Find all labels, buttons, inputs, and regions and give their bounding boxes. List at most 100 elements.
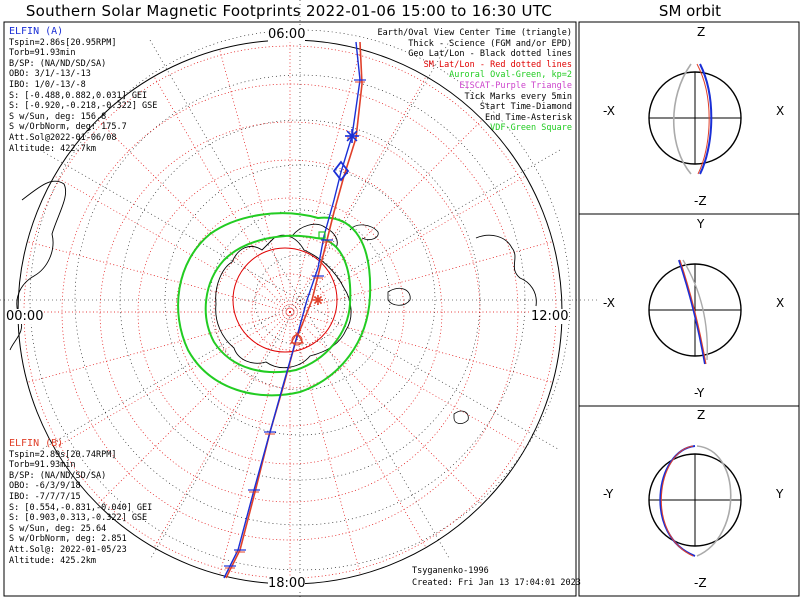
sm-lon-line xyxy=(289,311,361,575)
orbit-path-gray xyxy=(672,63,692,175)
geo-lon-line xyxy=(40,149,560,451)
elfin-a-line: Torb=91.93min xyxy=(9,48,76,59)
orbit3-label-top: Z xyxy=(697,408,706,422)
geo-lat-circle xyxy=(209,209,391,391)
orbit1-label-left: -X xyxy=(603,104,615,118)
earth-circle xyxy=(648,71,742,165)
elfin-b-line: Att.Sol@: 2022-01-05/23 xyxy=(9,544,127,555)
elfin-b-info: ELFIN (B) Tspin=2.89s[20.74RPM] Torb=91.… xyxy=(9,438,153,566)
antarctica-outline xyxy=(215,234,352,369)
asterisk-stroke xyxy=(346,130,358,142)
elfin-b-line: S w/OrbNorm, deg: 2.851 xyxy=(9,534,127,545)
legend-item: Tick Marks every 5min xyxy=(464,91,572,102)
orbit1-label-right: X xyxy=(776,104,785,118)
elfin-a-line: IBO: 1/0/-13/-8 xyxy=(9,79,86,90)
orbit2-label-bottom: -Y xyxy=(694,386,705,400)
author-credit: Tsyganenko-1996 xyxy=(412,566,489,576)
elfin-a-line: S w/Sun, deg: 156.8 xyxy=(9,111,107,122)
orbit3-label-right: Y xyxy=(776,487,784,501)
legend-item: SM Lat/Lon - Red dotted lines xyxy=(423,59,572,70)
orbit-frame-yz xyxy=(578,405,800,597)
elfin-b-line: Tspin=2.89s[20.74RPM] xyxy=(9,449,117,460)
elfin-a-info: ELFIN (A) Tspin=2.86s[20.95RPM] Torb=91.… xyxy=(9,26,158,154)
island-outline xyxy=(387,287,411,306)
sm-lon-line xyxy=(27,311,291,383)
sm-lon-line xyxy=(289,311,427,548)
orbit-path-elfin-a xyxy=(659,445,696,557)
elfin-a-line: Tspin=2.86s[20.95RPM] xyxy=(9,37,117,48)
map-frame xyxy=(3,21,577,597)
sm-lon-line xyxy=(54,175,291,313)
elfin-b-track xyxy=(225,41,363,579)
orbit-path-elfin-b xyxy=(679,259,707,365)
end-time-asterisk xyxy=(345,129,359,143)
clock-label-bottom: 18:00 xyxy=(268,576,306,591)
sm-lat-circle xyxy=(251,273,329,351)
elfin-a-line: OBO: 3/1/-13/-13 xyxy=(9,69,91,80)
geo-lat-circle xyxy=(164,164,436,436)
legend-item: Geo Lat/Lon - Black dotted lines xyxy=(408,49,572,60)
island-outline xyxy=(349,224,379,240)
legend-item: End Time-Asterisk xyxy=(485,112,572,123)
sm-lon-line xyxy=(153,311,291,548)
elfin-b-line: B/SP: (NA/ND/SD/SA) xyxy=(9,470,107,481)
orbit-panel-title: SM orbit xyxy=(658,2,722,20)
sm-lon-line xyxy=(289,241,553,313)
orbit-path-elfin-b xyxy=(661,445,694,557)
clock-label-right: 12:00 xyxy=(531,309,569,324)
sm-lon-line xyxy=(27,241,291,313)
sm-pole-circle xyxy=(232,247,338,353)
orbit2-label-top: Y xyxy=(697,217,705,231)
elfin-b-line: IBO: -7/7/7/15 xyxy=(9,491,81,502)
auroral-oval-outer xyxy=(177,212,372,397)
chart-title: Southern Solar Magnetic Footprints 2022-… xyxy=(25,2,553,20)
orbit3-label-bottom: -Z xyxy=(694,576,707,590)
elfin-a-line: Att.Sol@2022-01-06/08 xyxy=(9,132,117,143)
clock-label-top: 06:00 xyxy=(268,27,306,42)
elfin-a-line: S w/OrbNorm, deg: 175.7 xyxy=(9,122,127,133)
orbit3-label-left: -Y xyxy=(603,487,614,501)
start-time-diamond xyxy=(332,160,350,182)
orbit-path-elfin-a xyxy=(678,259,706,365)
legend-item: Start Time-Diamond xyxy=(479,102,572,113)
legend-item: Earth/Oval View Center Time (triangle) xyxy=(377,28,572,38)
sm-lat-circle xyxy=(137,159,443,465)
elfin-a-line: S: [-0.488,0.882,0.031] GEI xyxy=(9,90,148,101)
sm-lon-line xyxy=(289,311,483,505)
elfin-a-line: B/SP: (NA/ND/SD/SA) xyxy=(9,58,107,69)
orbit-path-elfin-a xyxy=(699,63,713,175)
orbit2-label-left: -X xyxy=(603,296,615,310)
orbit-path-elfin-b xyxy=(696,63,710,175)
orbit1-label-top: Z xyxy=(697,25,706,39)
elfin-a-line: S: [-0.920,-0.218,-0.322] GSE xyxy=(9,101,158,112)
orbit2-label-right: X xyxy=(776,296,785,310)
end-time-asterisk xyxy=(313,295,323,305)
legend-item: VDF-Green Square xyxy=(490,123,572,134)
legend-item: Thick - Science (FGM and/or EPD) xyxy=(408,38,572,49)
created-timestamp: Created: Fri Jan 13 17:04:01 2023 xyxy=(412,578,581,588)
south-america-coast-outline xyxy=(475,234,537,307)
elfin-a-track xyxy=(223,41,361,579)
sm-lon-line xyxy=(219,49,291,313)
legend: Earth/Oval View Center Time (triangle) T… xyxy=(378,28,572,134)
elfin-b-line: S w/Sun, deg: 25.64 xyxy=(9,523,107,534)
view-center-circle xyxy=(291,334,303,346)
sm-lat-circle xyxy=(175,197,405,427)
elfin-b-line: OBO: -6/3/9/18 xyxy=(9,481,81,492)
legend-item: Auroral Oval-Green, kp=2 xyxy=(449,70,572,81)
orbit-path-gray xyxy=(696,445,732,557)
auroral-oval-inner xyxy=(204,234,352,374)
earth-circle xyxy=(648,263,742,357)
geo-lat-circle xyxy=(29,29,571,571)
elfin-a-title: ELFIN (A) xyxy=(9,26,64,37)
elfin-b-title: ELFIN (B) xyxy=(9,438,64,449)
sm-lon-line xyxy=(153,76,291,313)
vdf-square xyxy=(318,231,326,239)
island-outline xyxy=(453,410,469,424)
elfin-b-line: S: [0.554,-0.831,-0.040] GEI xyxy=(9,502,153,513)
asterisk-stroke xyxy=(313,295,323,305)
clock-label-left: 00:00 xyxy=(6,309,44,324)
view-center-triangle xyxy=(289,331,305,344)
legend-item: EISCAT-Purple Triangle xyxy=(459,80,572,91)
